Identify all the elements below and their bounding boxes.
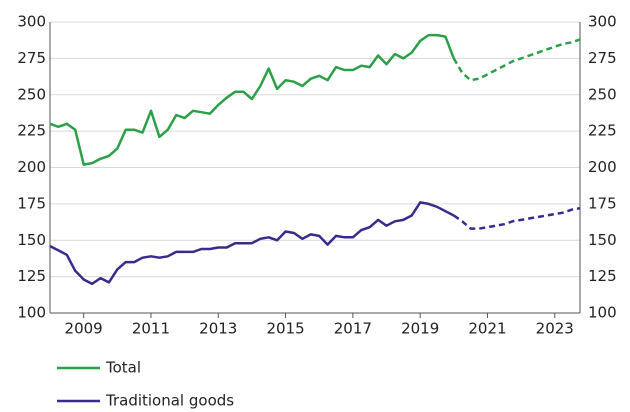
x-tick-label: 2013 — [199, 320, 237, 338]
y2-tick-label: 150 — [588, 231, 617, 249]
x-tick-label: 2023 — [536, 320, 574, 338]
y2-tick-label: 275 — [588, 49, 617, 67]
y-tick-label: 200 — [17, 158, 46, 176]
forecast-line — [453, 206, 581, 230]
y2-tick-label: 125 — [588, 267, 617, 285]
forecast-line — [452, 38, 581, 82]
legend-label: Traditional goods — [105, 392, 234, 410]
y-tick-label: 150 — [17, 231, 46, 249]
y2-tick-label: 100 — [588, 304, 617, 322]
y2-tick-label: 175 — [588, 194, 617, 212]
y2-tick-label: 225 — [588, 122, 617, 140]
y-tick-label: 100 — [17, 304, 46, 322]
y-tick-label: 275 — [17, 49, 46, 67]
x-tick-label: 2019 — [401, 320, 439, 338]
data-line — [49, 201, 455, 286]
y-tick-label: 300 — [17, 13, 46, 31]
legend-label: Total — [105, 359, 141, 377]
x-tick-label: 2011 — [132, 320, 170, 338]
y2-tick-label: 250 — [588, 85, 617, 103]
y-tick-label: 175 — [17, 194, 46, 212]
x-tick-label: 2015 — [266, 320, 304, 338]
x-tick-label: 2017 — [334, 320, 372, 338]
data-line — [49, 33, 455, 166]
y2-tick-label: 300 — [588, 13, 617, 31]
y-tick-label: 225 — [17, 122, 46, 140]
y-tick-label: 250 — [17, 85, 46, 103]
x-tick-label: 2009 — [65, 320, 103, 338]
x-tick-label: 2021 — [468, 320, 506, 338]
y2-tick-label: 200 — [588, 158, 617, 176]
y-tick-label: 125 — [17, 267, 46, 285]
